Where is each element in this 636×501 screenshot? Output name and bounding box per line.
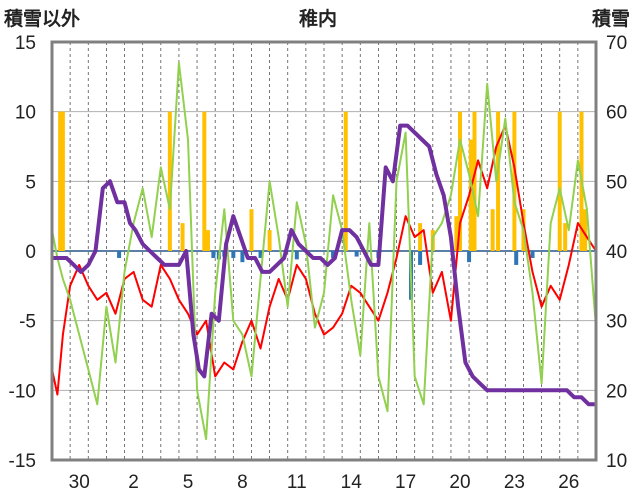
precip_positive-bar bbox=[454, 216, 459, 251]
precip_positive-bar bbox=[202, 111, 207, 252]
green_line bbox=[51, 61, 597, 441]
x-tick-label: 20 bbox=[449, 472, 470, 493]
precip_positive-bar bbox=[458, 111, 462, 252]
plot-frame bbox=[50, 40, 598, 462]
negative_bars-bar bbox=[530, 251, 535, 258]
precip_positive-bar bbox=[343, 111, 348, 252]
right-tick-label: 50 bbox=[606, 172, 627, 193]
right-axis-title: 積雪 bbox=[591, 9, 630, 30]
x-tick-label: 8 bbox=[237, 472, 248, 493]
precip_positive-bar bbox=[167, 111, 172, 252]
precip_positive-bar bbox=[60, 111, 65, 252]
precip_positive-bar bbox=[472, 111, 477, 252]
precip_positive-bar bbox=[512, 111, 517, 252]
left-tick-label: 10 bbox=[15, 103, 36, 124]
x-tick-label: 30 bbox=[69, 472, 90, 493]
left-tick-label: 0 bbox=[25, 242, 36, 263]
x-tick-label: 17 bbox=[395, 472, 416, 493]
negative_bars-bar bbox=[258, 251, 263, 258]
left-tick-label: -15 bbox=[9, 451, 36, 472]
precip_positive-bar bbox=[583, 209, 588, 251]
precip_positive-bar bbox=[58, 111, 63, 252]
negative_bars-bar bbox=[514, 251, 519, 265]
right-tick-label: 40 bbox=[606, 242, 627, 263]
right-tick-label: 30 bbox=[606, 312, 627, 333]
precip_positive-bar bbox=[180, 223, 185, 251]
x-tick-label: 11 bbox=[287, 472, 307, 493]
negative_bars-bar bbox=[240, 251, 245, 263]
x-tick-label: 5 bbox=[183, 472, 194, 493]
chart-title: 稚内 bbox=[298, 9, 337, 30]
precip_positive-bar bbox=[557, 111, 562, 252]
precip_positive-bar bbox=[267, 230, 272, 251]
x-tick-label: 14 bbox=[341, 472, 363, 493]
negative_bars-bar bbox=[354, 251, 359, 257]
precip_positive-bar bbox=[205, 230, 210, 251]
negative_bars-bar bbox=[211, 251, 216, 258]
precip_positive-bar bbox=[496, 111, 501, 252]
left-tick-label: 15 bbox=[15, 33, 36, 54]
right-tick-label: 60 bbox=[606, 103, 627, 124]
purple_line bbox=[52, 123, 596, 407]
left-tick-label: -5 bbox=[19, 312, 36, 333]
precip_positive-bar bbox=[490, 209, 495, 251]
x-tick-label: 2 bbox=[128, 472, 139, 493]
precip_positive-bar bbox=[418, 223, 423, 251]
precip_positive-bar bbox=[249, 209, 254, 251]
left-axis-title: 積雪以外 bbox=[4, 9, 81, 30]
axes: -15 -10 -5 0 5 10 15 10 20 30 40 50 60 70 30 2 5 8 11 14 17 2… bbox=[9, 33, 628, 493]
right-tick-label: 10 bbox=[606, 451, 627, 472]
x-tick-label: 23 bbox=[504, 472, 525, 493]
negative_bars-bar bbox=[418, 251, 423, 265]
line-series bbox=[51, 61, 597, 441]
negative_bars-bar bbox=[231, 251, 236, 258]
negative_bars-bar bbox=[294, 251, 299, 260]
right-tick-label: 20 bbox=[606, 381, 627, 402]
precip_positive-bar bbox=[468, 139, 473, 251]
negative_bars-bar bbox=[467, 251, 472, 263]
negative_bars-bar bbox=[117, 251, 122, 258]
left-tick-label: -10 bbox=[9, 381, 36, 402]
right-tick-label: 70 bbox=[606, 33, 627, 54]
left-tick-label: 5 bbox=[25, 172, 36, 193]
precip_positive-bar bbox=[563, 223, 568, 251]
negative_bars-bar bbox=[331, 251, 336, 258]
x-tick-label: 26 bbox=[558, 472, 579, 493]
